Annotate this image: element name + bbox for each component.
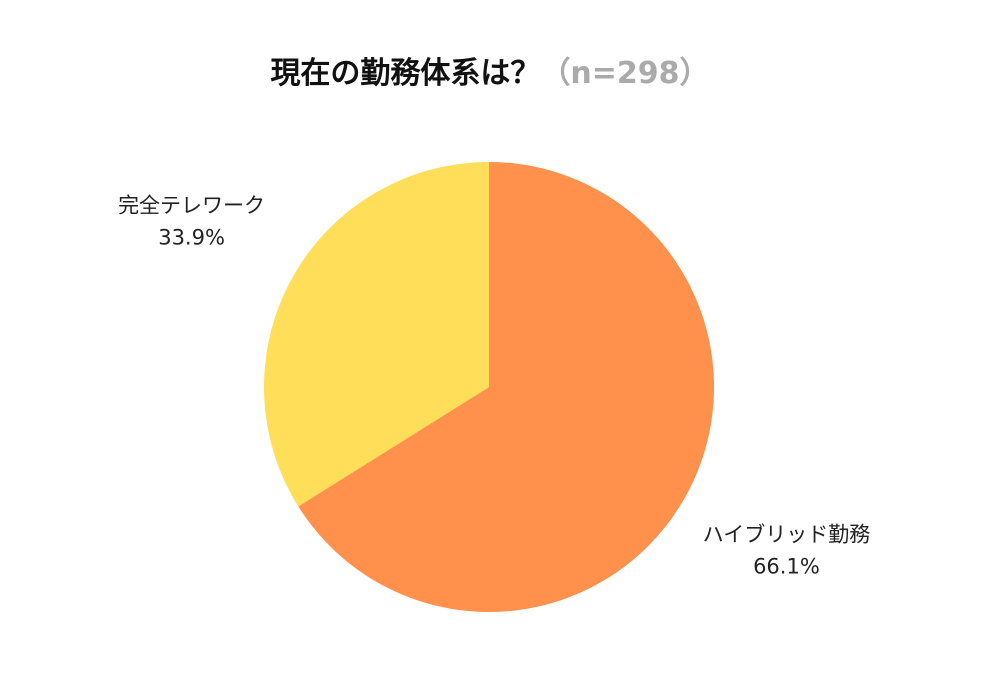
slice-label: ハイブリッド勤務 — [703, 523, 871, 547]
slice-value-label: 66.1% — [753, 555, 820, 579]
chart-title: 現在の勤務体系は？ — [270, 56, 540, 91]
slice-value-label: 33.9% — [158, 225, 225, 249]
pie-slice — [264, 162, 489, 507]
chart-heading: 現在の勤務体系は？（n=298） — [270, 56, 709, 91]
pie-slice — [298, 162, 714, 612]
chart-subtitle: （n=298） — [540, 56, 709, 91]
slice-label: 完全テレワーク — [118, 193, 265, 217]
